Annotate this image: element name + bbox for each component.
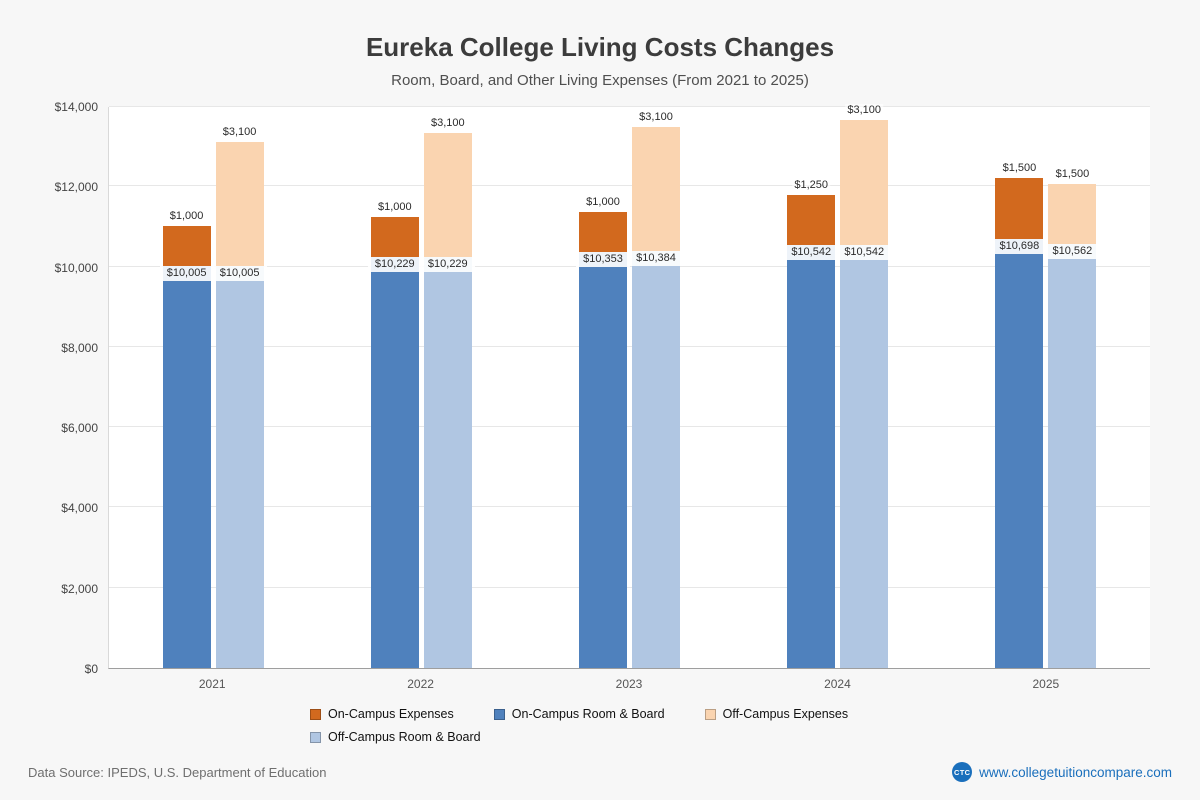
gridline bbox=[109, 586, 1150, 588]
room-board-value-label: $10,542 bbox=[837, 244, 892, 260]
expenses-value-label: $1,000 bbox=[584, 196, 622, 210]
plot-area: $1,000 $10,005 $3,100 $10,005 $1,000 $10,229 $… bbox=[108, 104, 1150, 669]
off-campus-bar: $3,100 $10,229 bbox=[420, 107, 475, 668]
off-campus-expenses-segment[interactable] bbox=[215, 141, 264, 267]
y-axis: $0 $2,000 $4,000 $6,000 $8,000 $10,000 $12,000… bbox=[50, 100, 108, 676]
on-campus-room-board-segment[interactable] bbox=[995, 238, 1044, 668]
bar-group: $1,000 $10,229 $3,100 $10,229 bbox=[317, 107, 525, 668]
on-campus-room-board-segment[interactable] bbox=[787, 244, 836, 668]
on-campus-bar: $1,000 $10,353 bbox=[576, 107, 630, 668]
on-campus-bar: $1,250 $10,542 bbox=[784, 107, 839, 668]
off-campus-room-board-segment[interactable] bbox=[632, 251, 680, 668]
off-campus-expenses-segment[interactable] bbox=[423, 132, 472, 258]
legend-item[interactable]: Off-Campus Expenses bbox=[704, 707, 849, 721]
bar-group: $1,000 $10,353 $3,100 $10,384 bbox=[525, 107, 733, 668]
room-board-value-label: $10,005 bbox=[212, 266, 267, 282]
website-link[interactable]: CTC www.collegetuitioncompare.com bbox=[952, 762, 1172, 782]
on-campus-expenses-segment[interactable] bbox=[579, 212, 627, 253]
chart: $0 $2,000 $4,000 $6,000 $8,000 $10,000 $12,000… bbox=[50, 100, 1150, 676]
room-board-value-label: $10,229 bbox=[420, 257, 475, 273]
expenses-value-label: $1,000 bbox=[167, 210, 206, 224]
expenses-value-label: $1,500 bbox=[1000, 162, 1039, 176]
chart-subtitle: Room, Board, and Other Living Expenses (… bbox=[391, 72, 809, 89]
y-axis-tick-label: $12,000 bbox=[54, 180, 98, 195]
y-axis-tick-label: $14,000 bbox=[54, 100, 98, 114]
off-campus-bar: $3,100 $10,542 bbox=[837, 104, 892, 668]
y-axis-tick-label: $8,000 bbox=[61, 340, 98, 355]
expenses-value-label: $3,100 bbox=[845, 104, 884, 118]
room-board-value-label: $10,353 bbox=[576, 252, 630, 268]
y-axis-tick-label: $10,000 bbox=[54, 260, 98, 275]
expenses-value-label: $3,100 bbox=[637, 110, 675, 124]
on-campus-expenses-segment[interactable] bbox=[995, 178, 1044, 239]
legend-item[interactable]: On-Campus Room & Board bbox=[493, 707, 665, 721]
y-axis-tick-label: $0 bbox=[84, 662, 98, 676]
y-axis-tick-label: $4,000 bbox=[61, 501, 98, 516]
bar-group: $1,000 $10,005 $3,100 $10,005 bbox=[109, 107, 317, 668]
website-url: www.collegetuitioncompare.com bbox=[979, 764, 1172, 780]
off-campus-room-board-segment[interactable] bbox=[840, 244, 889, 668]
expenses-value-label: $3,100 bbox=[220, 125, 259, 139]
on-campus-room-board-segment[interactable] bbox=[162, 266, 211, 668]
gridline bbox=[109, 185, 1150, 187]
legend-swatch bbox=[310, 708, 321, 720]
expenses-value-label: $1,250 bbox=[792, 178, 831, 192]
legend-label: Off-Campus Expenses bbox=[722, 707, 849, 721]
data-source-text: Data Source: IPEDS, U.S. Department of E… bbox=[28, 764, 327, 780]
x-axis-label: 2021 bbox=[198, 677, 226, 691]
room-board-value-label: $10,542 bbox=[784, 244, 839, 260]
on-campus-bar: $1,000 $10,005 bbox=[159, 107, 214, 668]
off-campus-expenses-segment[interactable] bbox=[1048, 183, 1097, 245]
room-board-value-label: $10,562 bbox=[1045, 244, 1100, 260]
room-board-value-label: $10,698 bbox=[992, 238, 1047, 254]
y-axis-tick-label: $6,000 bbox=[61, 421, 98, 436]
room-board-value-label: $10,229 bbox=[367, 257, 422, 273]
gridline bbox=[109, 506, 1150, 508]
legend: On-Campus Expenses On-Campus Room & Board… bbox=[310, 707, 890, 744]
x-axis-label: 2024 bbox=[824, 677, 851, 691]
on-campus-bar: $1,000 $10,229 bbox=[367, 107, 422, 668]
legend-item[interactable]: On-Campus Expenses bbox=[310, 707, 454, 721]
off-campus-bar: $1,500 $10,562 bbox=[1045, 107, 1100, 668]
expenses-value-label: $1,500 bbox=[1053, 167, 1092, 181]
room-board-value-label: $10,384 bbox=[629, 251, 683, 267]
expenses-value-label: $3,100 bbox=[428, 116, 467, 130]
off-campus-room-board-segment[interactable] bbox=[423, 257, 472, 668]
legend-swatch bbox=[704, 708, 716, 720]
y-axis-tick-label: $2,000 bbox=[61, 581, 98, 596]
legend-item[interactable]: Off-Campus Room & Board bbox=[310, 730, 481, 744]
off-campus-bar: $3,100 $10,384 bbox=[629, 107, 683, 668]
x-axis-label: 2025 bbox=[1032, 677, 1060, 691]
on-campus-expenses-segment[interactable] bbox=[162, 226, 211, 267]
on-campus-expenses-segment[interactable] bbox=[787, 194, 836, 245]
footer: Data Source: IPEDS, U.S. Department of E… bbox=[0, 762, 1200, 782]
off-campus-expenses-segment[interactable] bbox=[840, 120, 889, 245]
legend-swatch bbox=[493, 708, 505, 720]
off-campus-expenses-segment[interactable] bbox=[632, 126, 680, 252]
gridline bbox=[109, 345, 1150, 347]
legend-label: On-Campus Expenses bbox=[328, 707, 454, 721]
off-campus-room-board-segment[interactable] bbox=[1048, 244, 1097, 668]
on-campus-bar: $1,500 $10,698 bbox=[992, 107, 1047, 668]
gridline bbox=[109, 106, 1150, 107]
x-axis-labels: 2021 2022 2023 2024 2025 bbox=[50, 669, 1150, 691]
legend-label: Off-Campus Room & Board bbox=[328, 730, 481, 744]
legend-swatch bbox=[310, 731, 321, 743]
gridline bbox=[109, 426, 1150, 428]
x-axis-label: 2022 bbox=[407, 677, 434, 691]
off-campus-bar: $3,100 $10,005 bbox=[212, 107, 267, 668]
x-axis-label: 2023 bbox=[615, 677, 643, 691]
room-board-value-label: $10,005 bbox=[159, 266, 214, 282]
on-campus-room-board-segment[interactable] bbox=[370, 257, 419, 668]
off-campus-room-board-segment[interactable] bbox=[215, 266, 264, 668]
on-campus-expenses-segment[interactable] bbox=[370, 217, 419, 258]
bar-group: $1,250 $10,542 $3,100 $10,542 bbox=[734, 104, 942, 668]
ctc-logo-icon: CTC bbox=[952, 762, 973, 782]
on-campus-room-board-segment[interactable] bbox=[579, 252, 627, 668]
page: Eureka College Living Costs Changes Room… bbox=[28, 32, 1172, 782]
bar-group: $1,500 $10,698 $1,500 $10,562 bbox=[942, 107, 1150, 668]
expenses-value-label: $1,000 bbox=[375, 201, 414, 215]
chart-title: Eureka College Living Costs Changes bbox=[365, 32, 835, 62]
legend-label: On-Campus Room & Board bbox=[511, 707, 665, 721]
